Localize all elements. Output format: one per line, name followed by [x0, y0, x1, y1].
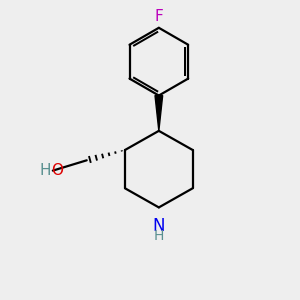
Text: O: O: [51, 163, 63, 178]
Polygon shape: [155, 95, 163, 131]
Text: H: H: [154, 230, 164, 244]
Text: F: F: [154, 9, 163, 24]
Text: H: H: [40, 163, 51, 178]
Text: N: N: [153, 217, 165, 235]
